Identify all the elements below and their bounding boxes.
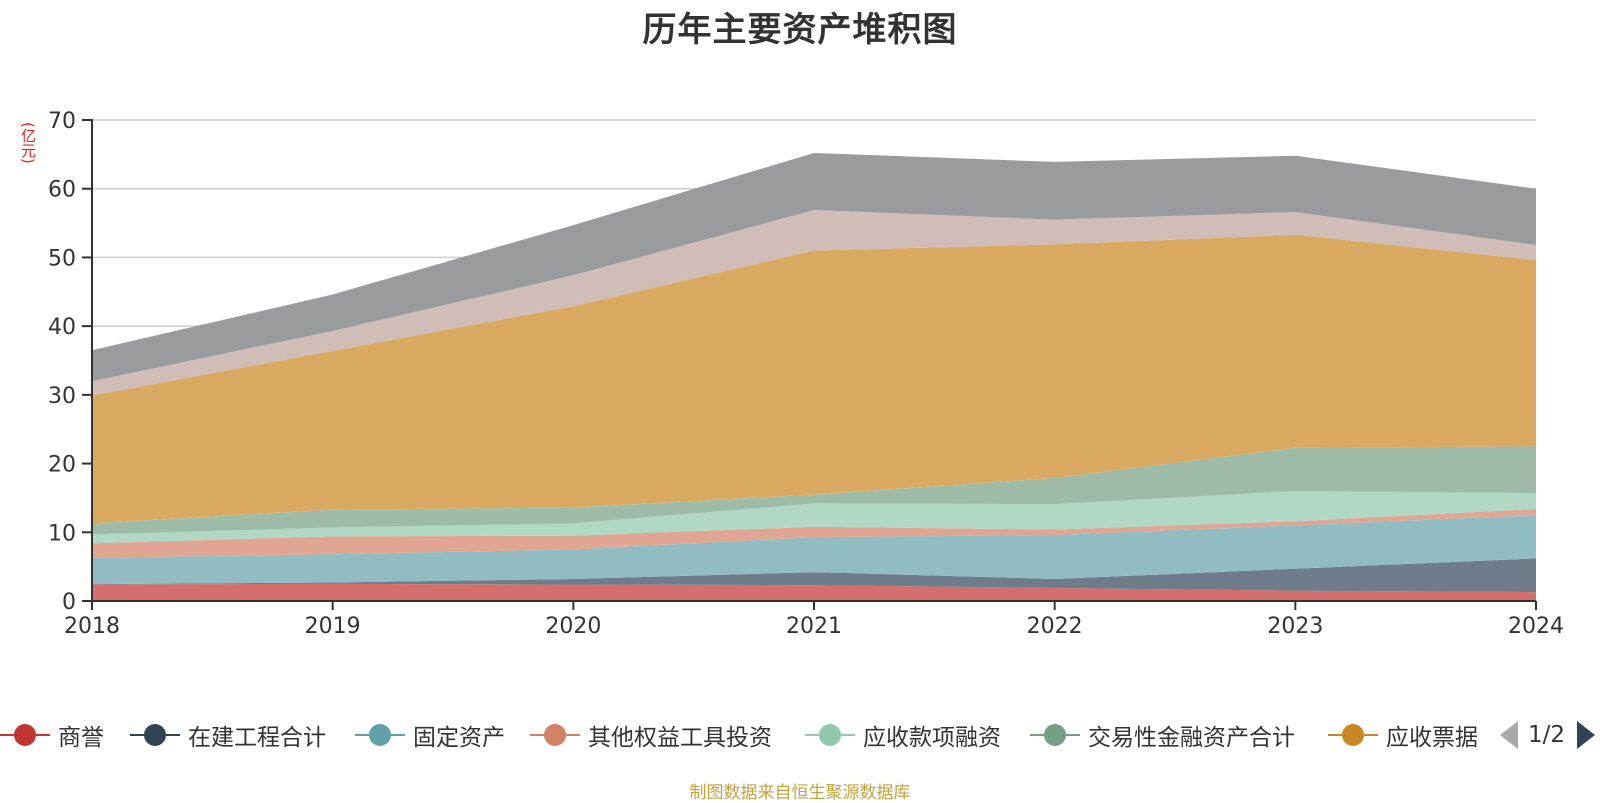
- legend-marker-icon: [530, 718, 580, 752]
- x-tick-label: 2023: [1267, 614, 1323, 639]
- y-tick-label: 20: [48, 453, 76, 478]
- x-tick-label: 2021: [786, 614, 842, 639]
- area-series-0[interactable]: [92, 583, 1536, 601]
- y-axis-unit-label: (亿元): [19, 122, 37, 164]
- area-series-5[interactable]: [92, 446, 1536, 535]
- legend-prev-page-icon[interactable]: [1500, 721, 1518, 749]
- legend-item[interactable]: 应收票据: [1328, 718, 1478, 752]
- x-tick-label: 2020: [545, 614, 601, 639]
- legend-marker-icon: [130, 718, 180, 752]
- area-series-3[interactable]: [92, 508, 1536, 558]
- y-tick-label: 30: [48, 384, 76, 409]
- x-tick-label: 2019: [305, 614, 361, 639]
- y-tick-label: 60: [48, 178, 76, 203]
- data-source-note: 制图数据来自恒生聚源数据库: [689, 783, 911, 803]
- legend-item[interactable]: 交易性金融资产合计: [1030, 718, 1295, 752]
- area-series-8[interactable]: [92, 152, 1536, 382]
- area-series-6[interactable]: [92, 234, 1536, 524]
- legend-item[interactable]: 在建工程合计: [130, 718, 326, 752]
- legend-marker-icon: [355, 718, 405, 752]
- x-tick-label: 2018: [64, 614, 120, 639]
- legend-item[interactable]: 商誉: [0, 718, 104, 752]
- x-tick-label: 2022: [1027, 614, 1083, 639]
- area-series-2[interactable]: [92, 515, 1536, 585]
- legend-item[interactable]: 固定资产: [355, 718, 505, 752]
- area-series: [92, 152, 1536, 601]
- y-tick-label: 50: [48, 246, 76, 271]
- legend-label: 应收款项融资: [863, 725, 1001, 751]
- y-tick-label: 40: [48, 315, 76, 340]
- legend-marker-icon: [805, 718, 855, 752]
- chart-title: 历年主要资产堆积图: [642, 10, 958, 50]
- legend-label: 应收票据: [1386, 725, 1478, 751]
- x-tick-label: 2024: [1508, 614, 1564, 639]
- area-series-7[interactable]: [92, 210, 1536, 396]
- legend: 商誉 在建工程合计 固定资产 其他权益工具投资 应收款项融资 交易性金融资产合计 应收票据 …: [0, 718, 1600, 752]
- legend-item[interactable]: 其他权益工具投资: [530, 718, 772, 752]
- legend-next-page-icon[interactable]: [1577, 721, 1596, 749]
- legend-label: 商誉: [58, 725, 104, 751]
- stacked-area-chart: 0 10 20 30 40 50 60 70 2018 2019 2020 2021 2022 2023 2…: [48, 109, 1564, 639]
- legend-label: 在建工程合计: [188, 725, 326, 751]
- y-tick-label: 0: [62, 590, 76, 615]
- legend-page-indicator: 1/2: [1528, 722, 1566, 748]
- legend-marker-icon: [1328, 718, 1378, 752]
- legend-label: 其他权益工具投资: [588, 725, 772, 751]
- legend-label: 交易性金融资产合计: [1088, 725, 1295, 751]
- area-series-4[interactable]: [92, 491, 1536, 544]
- legend-pager: 1/2: [1500, 718, 1596, 752]
- area-series-1[interactable]: [92, 558, 1536, 593]
- y-tick-label: 70: [48, 109, 76, 134]
- y-tick-label: 10: [48, 521, 76, 546]
- legend-item[interactable]: 应收款项融资: [805, 718, 1001, 752]
- axes: 0 10 20 30 40 50 60 70 2018 2019 2020 2021 2022 2023 2…: [48, 109, 1564, 639]
- legend-marker-icon: [0, 718, 50, 752]
- legend-label: 固定资产: [413, 725, 505, 751]
- legend-marker-icon: [1030, 718, 1080, 752]
